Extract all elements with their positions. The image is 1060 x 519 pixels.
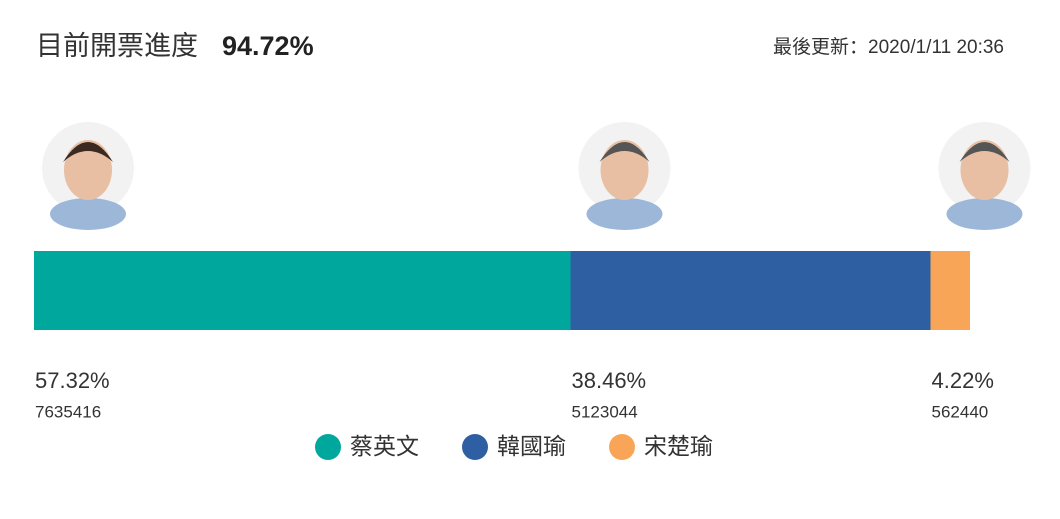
legend-label: 宋楚瑜 bbox=[644, 433, 713, 459]
portrait-face bbox=[600, 140, 649, 200]
votes-label: 5123044 bbox=[572, 402, 638, 421]
legend-swatch bbox=[462, 434, 488, 460]
value-label: 38.46% bbox=[572, 368, 647, 393]
portrait-shoulders bbox=[50, 198, 126, 230]
portrait-face bbox=[64, 140, 112, 200]
portrait-hair bbox=[63, 142, 113, 162]
legend-swatch bbox=[609, 434, 635, 460]
chart-title: 目前開票進度 bbox=[36, 31, 198, 61]
value-label: 4.22% bbox=[932, 368, 994, 393]
updated: 最後更新：2020/1/11 20:36 bbox=[773, 36, 1004, 58]
progress: 94.72% bbox=[222, 31, 314, 61]
portrait-face bbox=[960, 140, 1009, 200]
bar-segment bbox=[34, 251, 571, 330]
bar-segment bbox=[570, 251, 931, 330]
votes-label: 7635416 bbox=[35, 402, 101, 421]
portrait-shoulders bbox=[946, 198, 1023, 230]
portrait-shoulders bbox=[586, 198, 663, 230]
legend-label: 韓國瑜 bbox=[497, 433, 566, 459]
votes-label: 562440 bbox=[932, 402, 989, 421]
bar-segment bbox=[930, 251, 970, 330]
portrait-hair bbox=[599, 142, 650, 162]
value-label: 57.32% bbox=[35, 368, 110, 393]
legend-swatch bbox=[315, 434, 341, 460]
portrait-hair bbox=[959, 142, 1010, 162]
legend-label: 蔡英文 bbox=[350, 433, 419, 459]
